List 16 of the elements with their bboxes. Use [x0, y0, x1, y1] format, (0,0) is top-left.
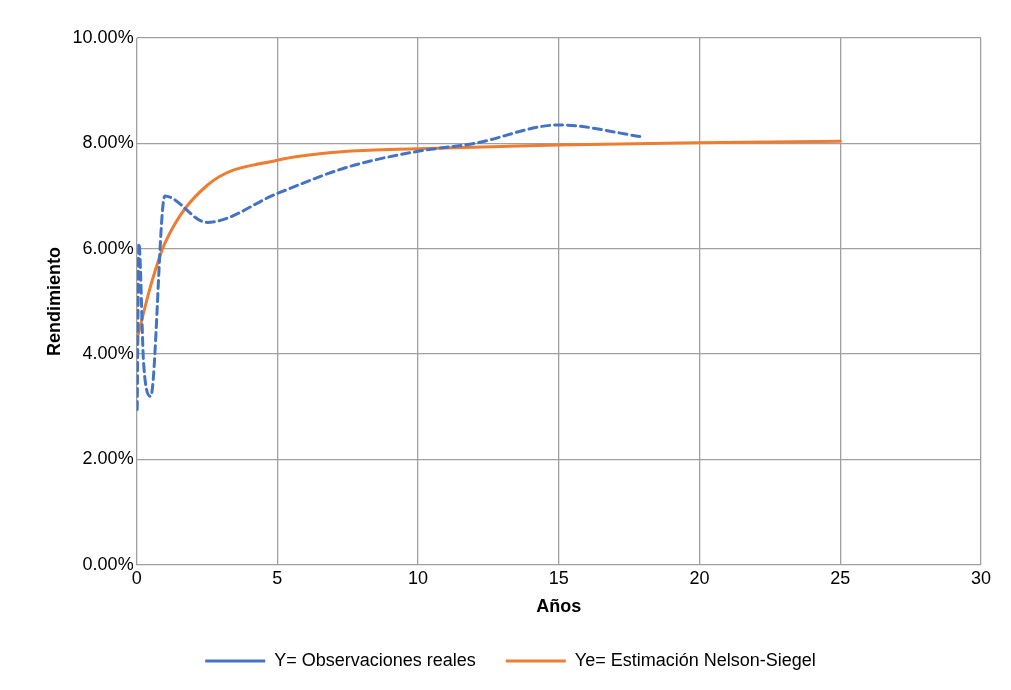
legend-label: Ye= Estimación Nelson-Siegel	[574, 649, 816, 670]
x-tick-label: 25	[830, 567, 851, 588]
x-tick-label: 10	[408, 567, 429, 588]
y-tick-label: 8.00%	[82, 132, 134, 153]
legend-label: Y= Observaciones reales	[274, 649, 476, 670]
x-tick-label: 30	[970, 567, 992, 588]
y-tick-label: 6.00%	[82, 237, 134, 258]
y-axis-title: Rendimiento	[43, 246, 64, 356]
x-axis-title: Años	[536, 596, 582, 617]
y-tick-label: 0.00%	[82, 553, 134, 574]
y-tick-label: 4.00%	[82, 343, 134, 364]
x-tick-label: 5	[272, 567, 283, 588]
y-tick-label: 10.00%	[72, 26, 134, 47]
x-tick-label: 15	[548, 567, 569, 588]
x-tick-label: 20	[689, 567, 710, 588]
y-tick-label: 2.00%	[82, 448, 134, 469]
